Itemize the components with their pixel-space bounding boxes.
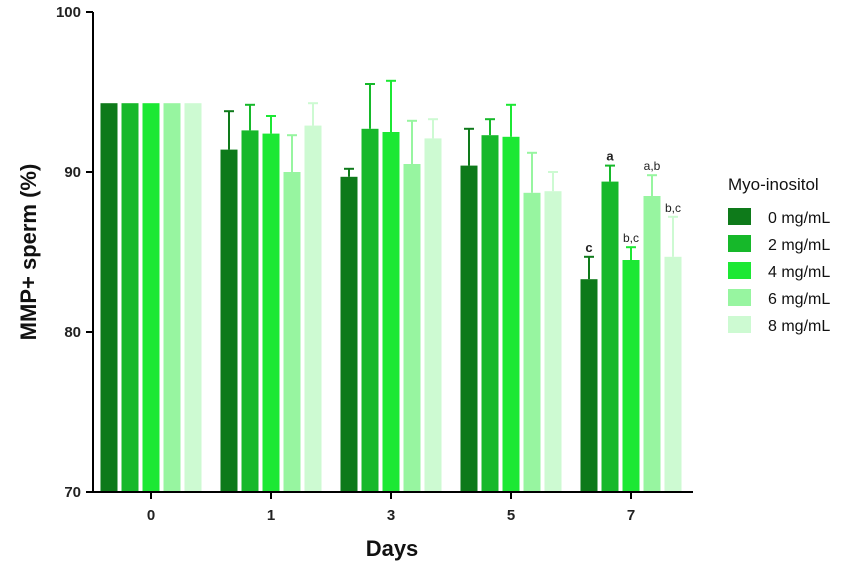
- significance-label: b,c: [665, 201, 681, 215]
- bar: [523, 192, 541, 493]
- bar: [121, 103, 139, 492]
- error-bars-layer: [224, 79, 678, 280]
- x-tick-label: 0: [147, 507, 155, 524]
- legend: Myo-inositol 0 mg/mL 2 mg/mL 4 mg/mL 6 mg/m…: [728, 175, 830, 335]
- y-axis-title: MMP+ sperm (%): [16, 164, 41, 341]
- bar: [382, 132, 400, 492]
- y-tick-label: 80: [64, 324, 81, 341]
- x-axis-title: Days: [366, 536, 419, 561]
- legend-swatch: [728, 208, 751, 225]
- significance-label: b,c: [623, 231, 639, 245]
- significance-label: a,b: [644, 159, 661, 173]
- significance-label: c: [585, 240, 592, 255]
- bar: [460, 165, 478, 492]
- bar: [622, 260, 640, 492]
- bar: [361, 128, 379, 493]
- legend-swatch: [728, 289, 751, 306]
- bar: [220, 149, 238, 492]
- bars-layer: [100, 103, 682, 493]
- legend-label: 0 mg/mL: [768, 210, 830, 227]
- legend-label: 4 mg/mL: [768, 264, 830, 281]
- bar: [163, 103, 181, 492]
- bar: [100, 103, 118, 492]
- legend-label: 2 mg/mL: [768, 237, 830, 254]
- bar: [481, 135, 499, 492]
- bar: [241, 130, 259, 492]
- bar: [262, 133, 280, 492]
- legend-swatch: [728, 316, 751, 333]
- y-ticks: 70 80 90 100: [56, 4, 93, 501]
- legend-label: 6 mg/mL: [768, 291, 830, 308]
- y-tick-label: 90: [64, 164, 81, 181]
- bar: [601, 181, 619, 492]
- x-tick-label: 7: [627, 507, 635, 524]
- bar: [403, 164, 421, 492]
- bar: [643, 196, 661, 492]
- legend-title: Myo-inositol: [728, 175, 819, 194]
- bar: [502, 136, 520, 493]
- x-tick-label: 3: [387, 507, 395, 524]
- bar: [184, 103, 202, 492]
- significance-labels-layer: c a b,c a,b b,c: [585, 149, 681, 255]
- x-tick-label: 5: [507, 507, 515, 524]
- legend-swatch: [728, 235, 751, 252]
- legend-label: 8 mg/mL: [768, 318, 830, 335]
- bar: [664, 256, 682, 492]
- x-ticks: 0 1 3 5 7: [147, 492, 635, 524]
- y-tick-label: 70: [64, 484, 81, 501]
- bar: [340, 176, 358, 493]
- bar: [424, 138, 442, 492]
- bar: [544, 191, 562, 492]
- bar: [304, 125, 322, 492]
- significance-label: a: [606, 149, 614, 164]
- bar: [283, 172, 301, 492]
- bar: [142, 103, 160, 492]
- bar: [580, 279, 598, 492]
- x-tick-label: 1: [267, 507, 275, 524]
- legend-swatch: [728, 262, 751, 279]
- y-tick-label: 100: [56, 4, 81, 21]
